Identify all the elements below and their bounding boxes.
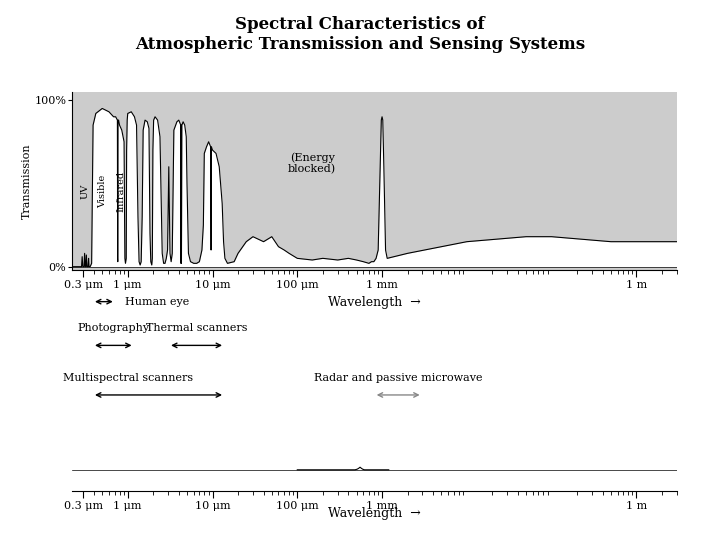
Text: Infrared: Infrared	[116, 171, 125, 212]
Text: Wavelength  →: Wavelength →	[328, 507, 420, 519]
Text: Visible: Visible	[98, 175, 107, 208]
Text: Human eye: Human eye	[125, 296, 189, 307]
Text: Wavelength  →: Wavelength →	[328, 296, 420, 309]
Text: UV: UV	[80, 184, 89, 199]
Text: Radar and passive microwave: Radar and passive microwave	[314, 373, 482, 383]
Text: Photography: Photography	[77, 323, 149, 333]
Text: Multispectral scanners: Multispectral scanners	[63, 373, 194, 383]
Text: Spectral Characteristics of
Atmospheric Transmission and Sensing Systems: Spectral Characteristics of Atmospheric …	[135, 16, 585, 53]
Text: (Energy
blocked): (Energy blocked)	[288, 152, 336, 174]
Y-axis label: Transmission: Transmission	[22, 143, 32, 219]
Text: Thermal scanners: Thermal scanners	[145, 323, 247, 333]
